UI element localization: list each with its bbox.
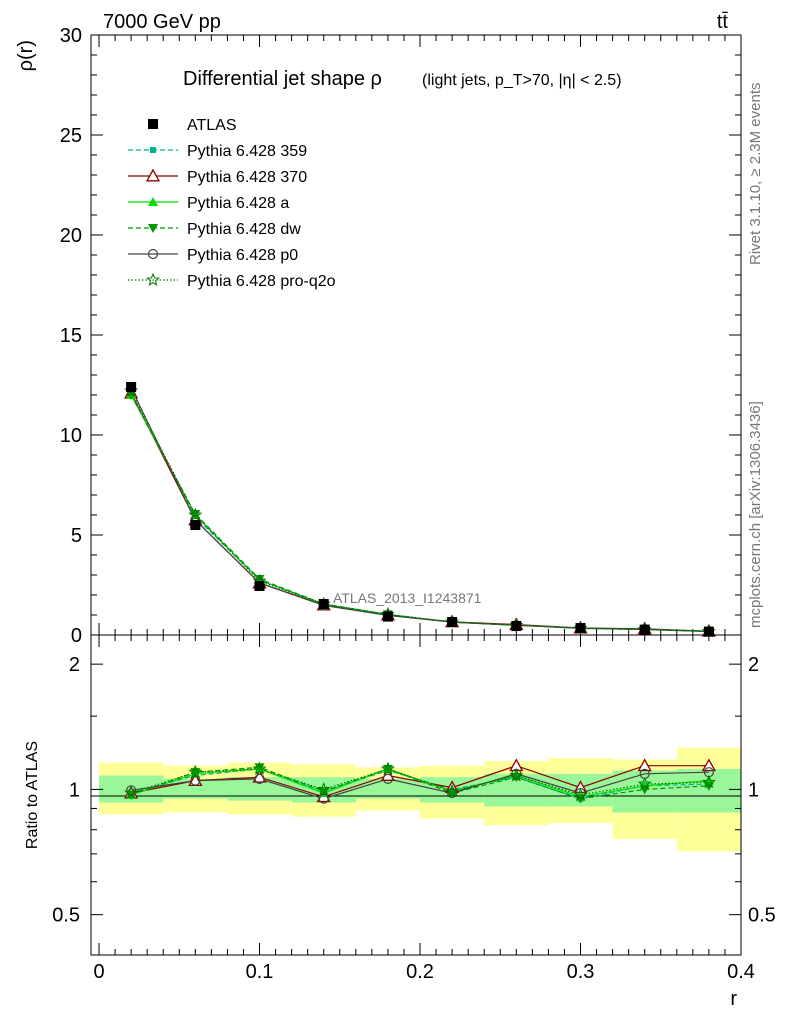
ratio-point-pythia-6-428-370: [637, 758, 652, 772]
legend-label: Pythia 6.428 p0: [187, 247, 298, 264]
data-point-atlas: [190, 520, 201, 530]
analysis-watermark: ATLAS_2013_I1243871: [333, 590, 482, 606]
main-ytick-label: 30: [60, 25, 82, 47]
ratio-band-inner: [227, 777, 292, 801]
data-point-atlas: [511, 621, 522, 631]
legend-marker: [148, 224, 158, 233]
ratio-point-pythia-6-428-pro-q2o: [637, 776, 652, 791]
series-line-pythia-6-428-pro-q2o: [130, 390, 709, 632]
main-title: Differential jet shape ρ (light jets, p_…: [183, 68, 622, 90]
legend: ATLAS Pythia 6.428 359 Pythia 6.428 370 Pyt…: [128, 117, 336, 290]
x-tick-label: 0.4: [727, 961, 755, 983]
legend-label: ATLAS: [187, 117, 237, 134]
data-point-atlas: [254, 581, 265, 591]
data-point-atlas: [382, 611, 393, 622]
ratio-point-pythia-6-428-p0: [190, 775, 201, 786]
legend-label: Pythia 6.428 pro-q2o: [187, 273, 336, 290]
legend-marker: [147, 248, 159, 260]
data-point-atlas: [126, 382, 137, 392]
ratio-ytick-label-right: 1: [748, 779, 759, 801]
legend-marker: [145, 168, 161, 182]
ratio-point-pythia-6-428-pro-q2o: [252, 761, 267, 775]
main-ytick-label: 25: [60, 125, 82, 147]
mcplots-label: mcplots.cern.ch [arXiv:1306.3436]: [747, 401, 764, 628]
main-plot-panel: 0 5 10 15 20 25 30 ATLAS_2013_I1243871 ρ(r) Di…: [15, 25, 742, 647]
ratio-line-pythia-6-428-p0: [131, 771, 709, 800]
ratio-ytick-label-right: 2: [748, 654, 759, 676]
series-line-pythia-6-428-p0: [130, 387, 709, 632]
ratio-point-pythia-6-428-370: [252, 769, 267, 783]
header-left: 7000 GeV pp: [103, 11, 221, 33]
ratio-ylabel: Ratio to ATLAS: [24, 741, 41, 849]
main-ytick-label: 5: [71, 525, 82, 547]
data-point-atlas: [447, 617, 458, 627]
main-ytick-label: 15: [60, 325, 82, 347]
ratio-line-pythia-6-428-a: [130, 768, 709, 798]
header-right: tt̄: [717, 11, 729, 33]
ratio-point-pythia-6-428-pro-q2o: [509, 768, 524, 782]
legend-label: Pythia 6.428 359: [187, 143, 307, 160]
ratio-point-pythia-6-428-pro-q2o: [380, 761, 395, 775]
ratio-point-pythia-6-428-pro-q2o: [701, 774, 716, 789]
main-subtitle-text: (light jets, p_T>70, |η| < 2.5): [422, 72, 622, 89]
ratio-ytick-label-left: 2: [69, 654, 80, 676]
ratio-line-pythia-6-428-370: [130, 765, 709, 798]
x-axis-label: r: [730, 988, 737, 1010]
data-point-atlas: [703, 626, 714, 637]
main-ylabel: ρ(r): [15, 40, 37, 71]
ratio-point-pythia-6-428-pro-q2o: [445, 783, 460, 798]
main-ytick-label: 10: [60, 425, 82, 447]
data-point-pythia-6-428-pro-q2o: [188, 507, 203, 521]
legend-label: Pythia 6.428 dw: [187, 221, 301, 238]
ratio-point-pythia-6-428-p0: [254, 773, 265, 784]
ratio-point-pythia-6-428-pro-q2o: [573, 787, 588, 801]
ratio-point-pythia-6-428-p0: [318, 793, 329, 804]
legend-label: Pythia 6.428 a: [187, 195, 289, 212]
x-tick-label: 0: [93, 961, 104, 983]
x-tick-label: 0.2: [406, 961, 434, 983]
main-title-text: Differential jet shape ρ: [183, 68, 382, 90]
main-ytick-label: 0: [71, 625, 82, 647]
x-tick-label: 0.3: [567, 961, 595, 983]
ratio-point-pythia-6-428-pro-q2o: [188, 764, 203, 779]
ratio-point-pythia-6-428-p0: [447, 787, 458, 799]
main-ytick-label: 20: [60, 225, 82, 247]
ratio-point-pythia-6-428-370: [701, 758, 717, 772]
legend-marker: [148, 119, 158, 129]
ratio-point-pythia-6-428-pro-q2o: [124, 785, 139, 800]
ratio-line-pythia-6-428-dw: [130, 766, 709, 800]
ratio-point-pythia-6-428-p0: [382, 773, 394, 784]
ratio-ytick-label-left: 1: [69, 779, 80, 801]
data-point-atlas: [575, 623, 586, 633]
legend-label: Pythia 6.428 370: [187, 169, 307, 186]
data-point-pythia-6-428-dw: [254, 575, 265, 584]
ratio-frame: [90, 634, 742, 956]
ratio-point-pythia-6-428-pro-q2o: [316, 782, 331, 796]
ratio-ytick-label-left: 0.5: [52, 905, 80, 927]
data-point-atlas: [318, 599, 329, 609]
ratio-point-pythia-6-428-dw: [254, 763, 265, 773]
rivet-label: Rivet 3.1.10, ≥ 2.3M events: [747, 83, 764, 266]
legend-marker: [150, 147, 156, 153]
data-point-atlas: [639, 624, 650, 635]
legend-marker: [148, 197, 158, 206]
x-tick-label: 0.1: [246, 961, 274, 983]
data-point-pythia-6-428-dw: [190, 510, 201, 519]
ratio-plot-panel: 0.5 0.51 12 2 Ratio to ATLAS 0 0.1 0.2 0.3 0.4 …: [24, 634, 776, 1010]
ratio-point-pythia-6-428-dw: [639, 785, 650, 795]
legend-marker: [145, 272, 161, 286]
ratio-ytick-label-right: 0.5: [748, 905, 776, 927]
